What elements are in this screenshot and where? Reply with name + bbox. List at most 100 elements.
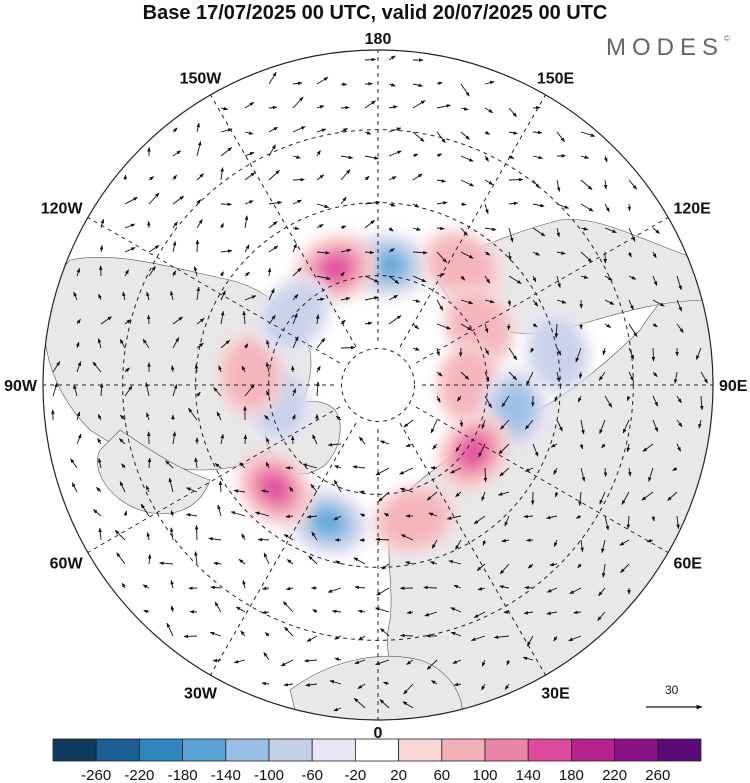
wind-arrow [499, 563, 510, 575]
wind-arrow [170, 365, 175, 373]
wind-arrow [523, 611, 534, 615]
wind-arrow [676, 275, 682, 291]
wind-arrow [412, 131, 425, 142]
wind-arrow [599, 491, 606, 505]
wind-arrow [523, 514, 534, 519]
wind-arrow [388, 83, 396, 87]
wind-arrow [333, 707, 342, 712]
wind-arrow [220, 167, 224, 181]
wind-arrow [76, 433, 82, 445]
wind-arrow [556, 275, 561, 289]
wind-arrow [532, 155, 544, 160]
wind-arrow [676, 419, 683, 428]
wind-arrow [530, 347, 535, 353]
positive-anomaly-contour [380, 491, 448, 546]
colorbar-tick-label: -260 [81, 767, 111, 783]
wind-arrow [508, 347, 518, 361]
wind-arrow [244, 244, 250, 253]
wind-arrow [172, 127, 178, 133]
wind-arrow [580, 227, 589, 231]
longitude-label: 0 [374, 725, 383, 740]
wind-arrow [577, 395, 582, 403]
wind-arrow [598, 371, 606, 381]
wind-arrow [92, 361, 102, 373]
wind-arrow [147, 553, 152, 565]
wind-arrow [477, 587, 486, 591]
wind-arrow [185, 513, 198, 517]
wind-arrow [423, 585, 438, 590]
longitude-label: 30E [541, 685, 570, 702]
longitude-label: 150W [180, 71, 223, 88]
wind-arrow [283, 534, 294, 541]
wind-arrow [340, 155, 354, 160]
wind-arrow [148, 265, 156, 277]
wind-arrow [52, 382, 58, 397]
wind-arrow [364, 175, 370, 181]
wind-arrow [525, 419, 534, 430]
wind-arrow [196, 391, 201, 397]
wind-arrow [244, 200, 254, 205]
wind-arrow [626, 515, 631, 529]
wind-arrow [218, 365, 222, 373]
wind-arrow [268, 105, 278, 110]
wind-arrow [484, 323, 489, 333]
wind-arrow [412, 299, 421, 303]
wind-arrow [194, 524, 199, 541]
wind-arrow [291, 414, 296, 421]
wind-arrow [195, 239, 200, 253]
wind-arrow [598, 587, 606, 597]
wind-arrow [400, 534, 414, 541]
wind-arrow [412, 323, 419, 330]
wind-arrow [73, 291, 78, 301]
meridian-line [415, 217, 669, 364]
wind-arrow [604, 275, 613, 281]
meridian-line [415, 406, 669, 553]
wind-arrow [549, 562, 558, 567]
wind-arrow [220, 310, 225, 325]
wind-vectors [51, 55, 708, 712]
wind-arrow [431, 680, 438, 685]
wind-arrow [124, 247, 136, 253]
wind-arrow [376, 587, 390, 596]
wind-arrow [573, 610, 582, 615]
wind-arrow [493, 635, 510, 639]
wind-arrow [146, 532, 151, 541]
wind-arrow [532, 323, 538, 328]
wind-arrow [316, 105, 325, 109]
wind-arrow [292, 267, 302, 277]
wind-arrow [501, 395, 510, 408]
wind-arrow [432, 443, 438, 450]
wind-arrow [450, 607, 462, 613]
colorbar-swatch [311, 738, 356, 762]
wind-arrow [532, 203, 545, 208]
wind-arrow [568, 635, 582, 642]
colorbar-tick-label: 20 [390, 767, 407, 783]
wind-arrow [364, 321, 373, 326]
wind-arrow [292, 126, 306, 133]
wind-arrow [244, 101, 255, 109]
wind-arrow [545, 515, 558, 520]
wind-arrow [76, 361, 82, 373]
wind-arrow [282, 601, 294, 613]
positive-anomaly-contour [262, 475, 288, 501]
map-border [42, 49, 714, 721]
wind-arrow [700, 371, 708, 384]
wind-arrow [96, 487, 102, 493]
wind-arrow [652, 323, 658, 328]
wind-arrow [354, 585, 366, 590]
wind-arrow [556, 131, 565, 143]
wind-arrow [504, 683, 510, 690]
wind-arrow [118, 438, 126, 445]
wind-arrow [388, 227, 394, 232]
wind-arrow [124, 196, 138, 205]
wind-arrow [676, 395, 682, 404]
wind-arrow [292, 96, 304, 109]
wind-arrow [556, 179, 561, 192]
wind-arrow [375, 467, 390, 476]
wind-arrow [627, 203, 632, 212]
wind-arrow [220, 249, 233, 253]
wind-arrow [100, 218, 105, 229]
wind-arrow [124, 385, 133, 397]
wind-arrow [239, 462, 246, 469]
wind-arrow [166, 622, 174, 637]
